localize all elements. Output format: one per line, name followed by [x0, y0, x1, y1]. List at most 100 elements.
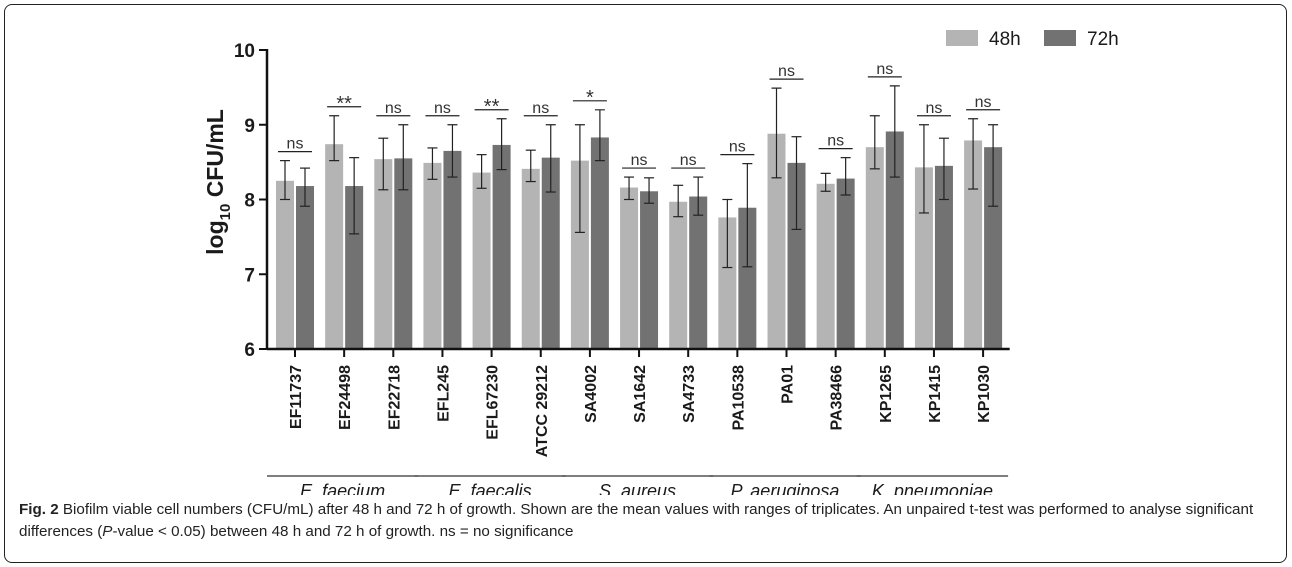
- error-bar-48h-EF24498: [329, 115, 340, 162]
- error-bar-48h-EFL245: [427, 147, 438, 180]
- error-bar-72h-PA10538: [742, 163, 753, 268]
- error-bar-72h-EF22718: [398, 124, 409, 191]
- significance-SA1642: ns: [622, 152, 657, 169]
- bar-48h-EF24498: [325, 144, 344, 349]
- error-bar-48h-EF22718: [378, 137, 389, 191]
- error-bars-layer: [280, 85, 999, 269]
- x-tick-label-SA1642: SA1642: [632, 365, 649, 423]
- bar-72h-PA10538: [738, 207, 757, 349]
- bar-72h-PA01: [787, 162, 806, 349]
- legend-item-72h: 72h: [1044, 29, 1119, 50]
- error-bar-48h-KP1030: [968, 118, 979, 190]
- bar-72h-PA38466: [836, 178, 855, 349]
- error-bar-72h-EFL67230: [496, 118, 507, 171]
- significance-label: *: [586, 87, 594, 109]
- legend-swatch-48h: [946, 30, 978, 46]
- group-K-pneumoniae: K. pneumoniae: [856, 475, 1009, 495]
- legend-label-48h: 48h: [989, 29, 1021, 50]
- error-bar-48h-EFL67230: [476, 154, 487, 189]
- error-bar-72h-EF24498: [349, 157, 360, 235]
- figure-label: Fig. 2: [19, 501, 59, 518]
- x-tick-label-EFL245: EFL245: [435, 365, 452, 422]
- bar-48h-EFL67230: [472, 172, 491, 349]
- significance-label: ns: [729, 139, 746, 156]
- bar-48h-ATCC-29212: [521, 168, 540, 349]
- x-tick-label-KP1415: KP1415: [927, 365, 944, 423]
- bar-72h-EF24498: [345, 186, 364, 349]
- error-bar-48h-SA4002: [574, 124, 585, 233]
- group-label: P. aeruginosa: [731, 481, 840, 495]
- group-E-faecium: E. faecium: [267, 475, 419, 495]
- bar-48h-KP1030: [964, 140, 983, 349]
- significance-EF11737: ns: [278, 136, 312, 153]
- legend-item-48h: 48h: [946, 29, 1021, 50]
- error-bar-72h-PA01: [791, 136, 802, 230]
- significance-PA38466: ns: [818, 133, 853, 150]
- error-bar-72h-SA4733: [693, 176, 704, 216]
- x-tick-label-KP1030: KP1030: [976, 365, 993, 423]
- y-axis-label: log10 CFU/mL: [202, 109, 234, 255]
- error-bar-48h-PA38466: [820, 172, 831, 192]
- bar-48h-KP1265: [865, 147, 884, 349]
- x-tick-label-KP1265: KP1265: [878, 365, 895, 423]
- significance-label: **: [484, 96, 500, 118]
- significance-label: ns: [385, 100, 402, 117]
- significance-SA4002: *: [572, 87, 607, 109]
- y-tick-label: 8: [244, 191, 255, 212]
- bar-72h-EF11737: [296, 186, 314, 349]
- bar-72h-SA4733: [689, 196, 708, 349]
- legend-swatch-72h: [1044, 30, 1076, 46]
- error-bar-72h-SA1642: [644, 177, 655, 204]
- bar-chart: ns ** ns ns ** ns * ns ns ns ns ns ns ns ns 6 7 8 9 10 EF1…: [202, 29, 1119, 495]
- group-label: E. faecalis: [449, 481, 532, 495]
- y-tick-label: 10: [234, 41, 255, 62]
- group-labels: E. faecium E. faecalis S. aureus P. aerugin…: [267, 475, 1009, 495]
- bar-72h-SA1642: [640, 191, 659, 349]
- significance-label: ns: [778, 63, 795, 80]
- x-tick-label-EFL67230: EFL67230: [485, 365, 502, 440]
- error-bar-48h-SA1642: [624, 176, 635, 201]
- group-label: E. faecium: [300, 481, 385, 495]
- significance-ATCC-29212: ns: [523, 100, 558, 117]
- error-bar-48h-KP1265: [869, 115, 880, 170]
- x-tick-label-PA38466: PA38466: [829, 365, 846, 431]
- x-tick-label-SA4002: SA4002: [583, 365, 600, 423]
- legend: 48h 72h: [946, 29, 1119, 50]
- y-tick-label: 7: [244, 265, 255, 286]
- significance-EF22718: ns: [376, 100, 411, 117]
- error-bar-48h-PA10538: [722, 198, 733, 269]
- x-tick-label-ATCC-29212: ATCC 29212: [534, 365, 551, 457]
- bar-72h-KP1265: [885, 131, 904, 349]
- bar-72h-SA4002: [590, 137, 609, 349]
- error-bar-72h-PA38466: [840, 157, 851, 196]
- error-bar-48h-PA01: [771, 87, 782, 179]
- x-tick-label-SA4733: SA4733: [681, 365, 698, 423]
- significance-layer: ns ** ns ns ** ns * ns ns ns ns ns ns ns ns: [278, 61, 1001, 169]
- significance-KP1030: ns: [966, 94, 1001, 111]
- significance-label: ns: [827, 133, 844, 150]
- group-S-aureus: S. aureus: [561, 475, 714, 495]
- significance-EF24498: **: [327, 93, 362, 115]
- bar-48h-PA10538: [718, 217, 737, 349]
- significance-EFL245: ns: [425, 100, 460, 117]
- bar-72h-EFL245: [443, 150, 462, 349]
- significance-SA4733: ns: [671, 152, 706, 169]
- x-tick-labels: EF11737 EF24498 EF22718 EFL245 EFL67230 ATCC …: [288, 365, 993, 457]
- figure-frame: ns ** ns ns ** ns * ns ns ns ns ns ns ns ns 6 7 8 9 10 EF1…: [4, 4, 1287, 563]
- caption-text-2: -value < 0.05) between 48 h and 72 h of …: [112, 523, 574, 540]
- bar-48h-EF22718: [374, 159, 393, 349]
- error-bar-72h-EF11737: [300, 167, 310, 207]
- x-tick-label-EF24498: EF24498: [337, 365, 354, 430]
- error-bar-48h-EF11737: [280, 160, 290, 201]
- group-P-aeruginosa: P. aeruginosa: [709, 475, 861, 495]
- significance-label: ns: [680, 152, 697, 169]
- significance-label: ns: [876, 61, 893, 78]
- bars-layer: [276, 131, 1003, 349]
- bar-48h-PA38466: [816, 183, 835, 349]
- significance-PA01: ns: [769, 63, 804, 80]
- error-bar-72h-SA4002: [594, 109, 605, 162]
- legend-label-72h: 72h: [1087, 29, 1119, 50]
- bar-48h-EFL245: [423, 162, 442, 349]
- bar-72h-KP1415: [934, 165, 953, 349]
- bar-72h-EF22718: [394, 158, 413, 349]
